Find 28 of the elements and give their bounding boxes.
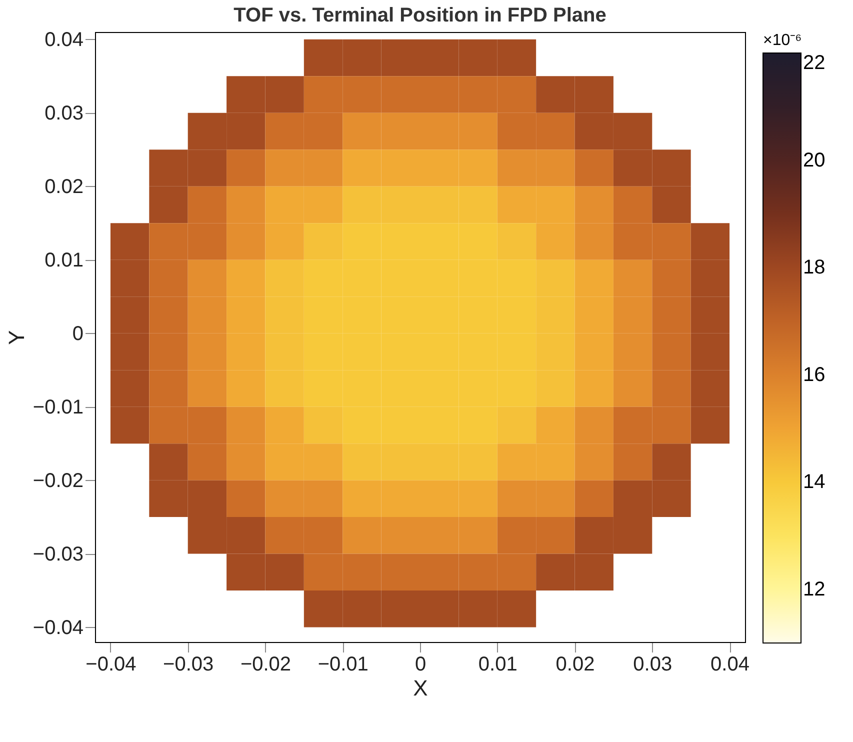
- color-bar-title: ×10⁻⁶: [763, 32, 802, 49]
- x-tick-label: −0.03: [163, 654, 214, 676]
- chart-title: TOF vs. Terminal Position in FPD Plane: [234, 4, 606, 26]
- y-tick-label: 0.04: [44, 28, 84, 51]
- x-tick-label: 0.02: [556, 654, 595, 676]
- color-bar-label: 20: [803, 149, 826, 172]
- color-bar-label: 16: [803, 364, 826, 386]
- x-axis-title: X: [413, 676, 428, 700]
- x-tick-label: 0: [414, 654, 426, 676]
- color-bar-label: 22: [803, 52, 826, 74]
- y-tick-label: 0.01: [44, 249, 84, 272]
- y-tick-label: 0.02: [44, 176, 84, 198]
- y-tick-label: 0: [72, 322, 84, 345]
- y-tick-label: −0.04: [32, 616, 84, 639]
- y-tick-label: 0.03: [44, 102, 84, 124]
- color-bar-label: 14: [803, 471, 826, 494]
- x-tick-label: 0.03: [633, 654, 672, 676]
- color-bar-label: 12: [803, 578, 826, 600]
- x-tick-label: 0.04: [710, 654, 750, 676]
- y-tick-label: −0.03: [32, 543, 84, 566]
- x-tick-label: −0.04: [86, 654, 136, 676]
- x-tick-label: −0.01: [318, 654, 368, 676]
- y-axis-title: Y: [4, 330, 29, 345]
- x-tick-label: 0.01: [478, 654, 518, 676]
- y-tick-label: −0.02: [32, 470, 84, 492]
- color-bar-label: 18: [803, 256, 826, 279]
- y-tick-label: −0.01: [32, 396, 84, 418]
- x-tick-label: −0.02: [240, 654, 292, 676]
